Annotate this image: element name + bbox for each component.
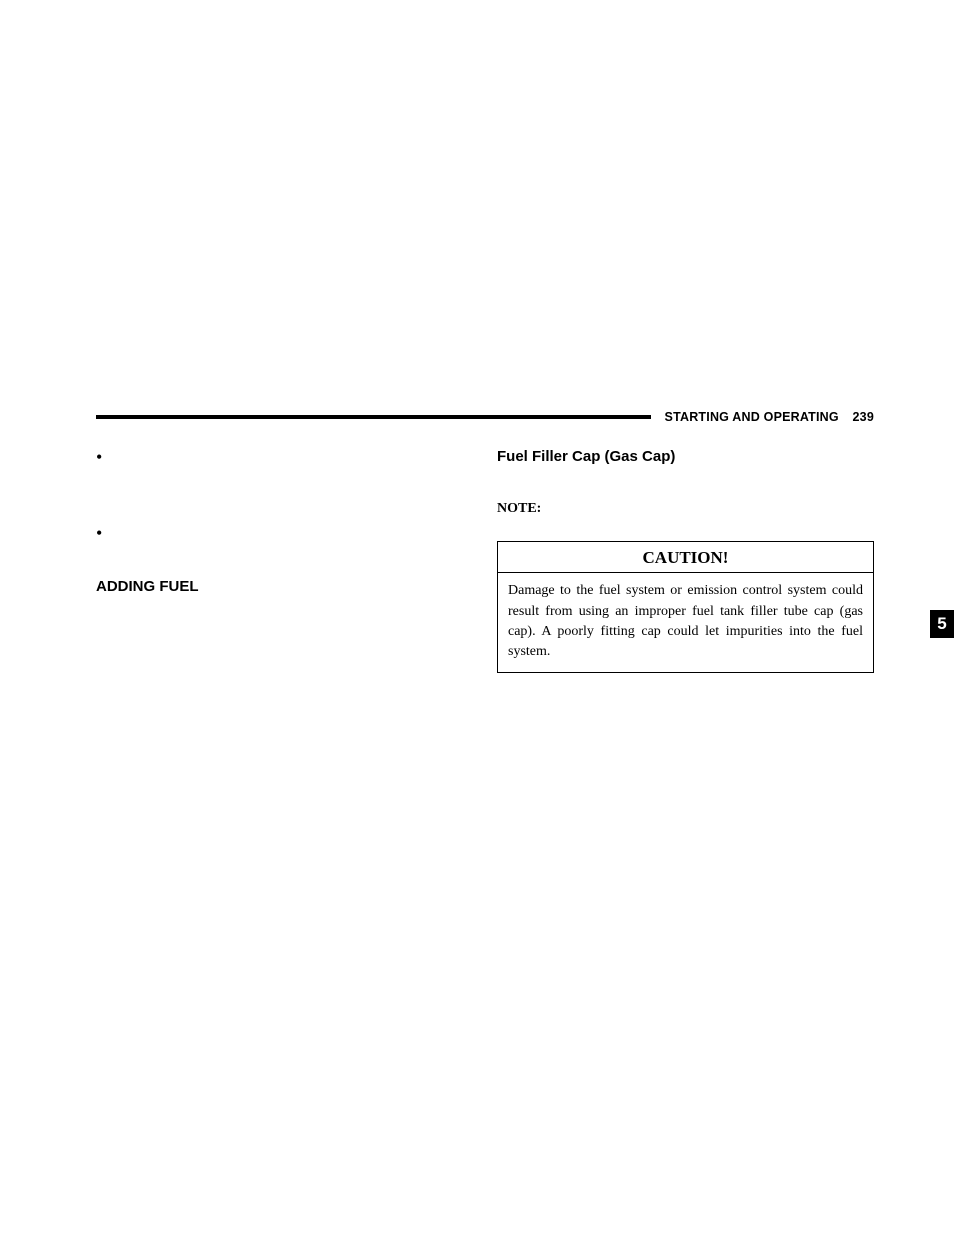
bullet-2: •: [96, 524, 465, 542]
caution-title: CAUTION!: [498, 542, 873, 573]
right-column: Fuel Filler Cap (Gas Cap) NOTE: CAUTION!…: [485, 448, 874, 673]
note-line: NOTE:: [497, 499, 874, 519]
left-column: • • ADDING FUEL: [96, 448, 485, 673]
running-header: STARTING AND OPERATING 239: [651, 410, 874, 424]
section-tab-number: 5: [937, 614, 946, 634]
caution-body: Damage to the fuel system or emission co…: [498, 573, 873, 672]
bullet-dot-icon: •: [96, 524, 114, 542]
section-tab: 5: [930, 610, 954, 638]
columns: • • ADDING FUEL Fuel Filler Cap (Gas Cap…: [96, 448, 874, 673]
content-area: STARTING AND OPERATING 239 • • ADDING FU…: [96, 410, 874, 673]
caution-box: CAUTION! Damage to the fuel system or em…: [497, 541, 874, 673]
bullet-text: [114, 448, 465, 466]
bullet-1: •: [96, 448, 465, 466]
subheading: Fuel Filler Cap (Gas Cap): [497, 448, 874, 465]
bullet-text: [114, 524, 465, 542]
section-heading: ADDING FUEL: [96, 578, 465, 595]
page: STARTING AND OPERATING 239 • • ADDING FU…: [0, 0, 954, 1235]
header-rule: [96, 415, 651, 419]
header-rule-row: STARTING AND OPERATING 239: [96, 410, 874, 424]
note-label: NOTE:: [497, 501, 541, 516]
bullet-dot-icon: •: [96, 448, 114, 466]
section-name: STARTING AND OPERATING: [665, 410, 839, 424]
page-number: 239: [843, 410, 874, 424]
